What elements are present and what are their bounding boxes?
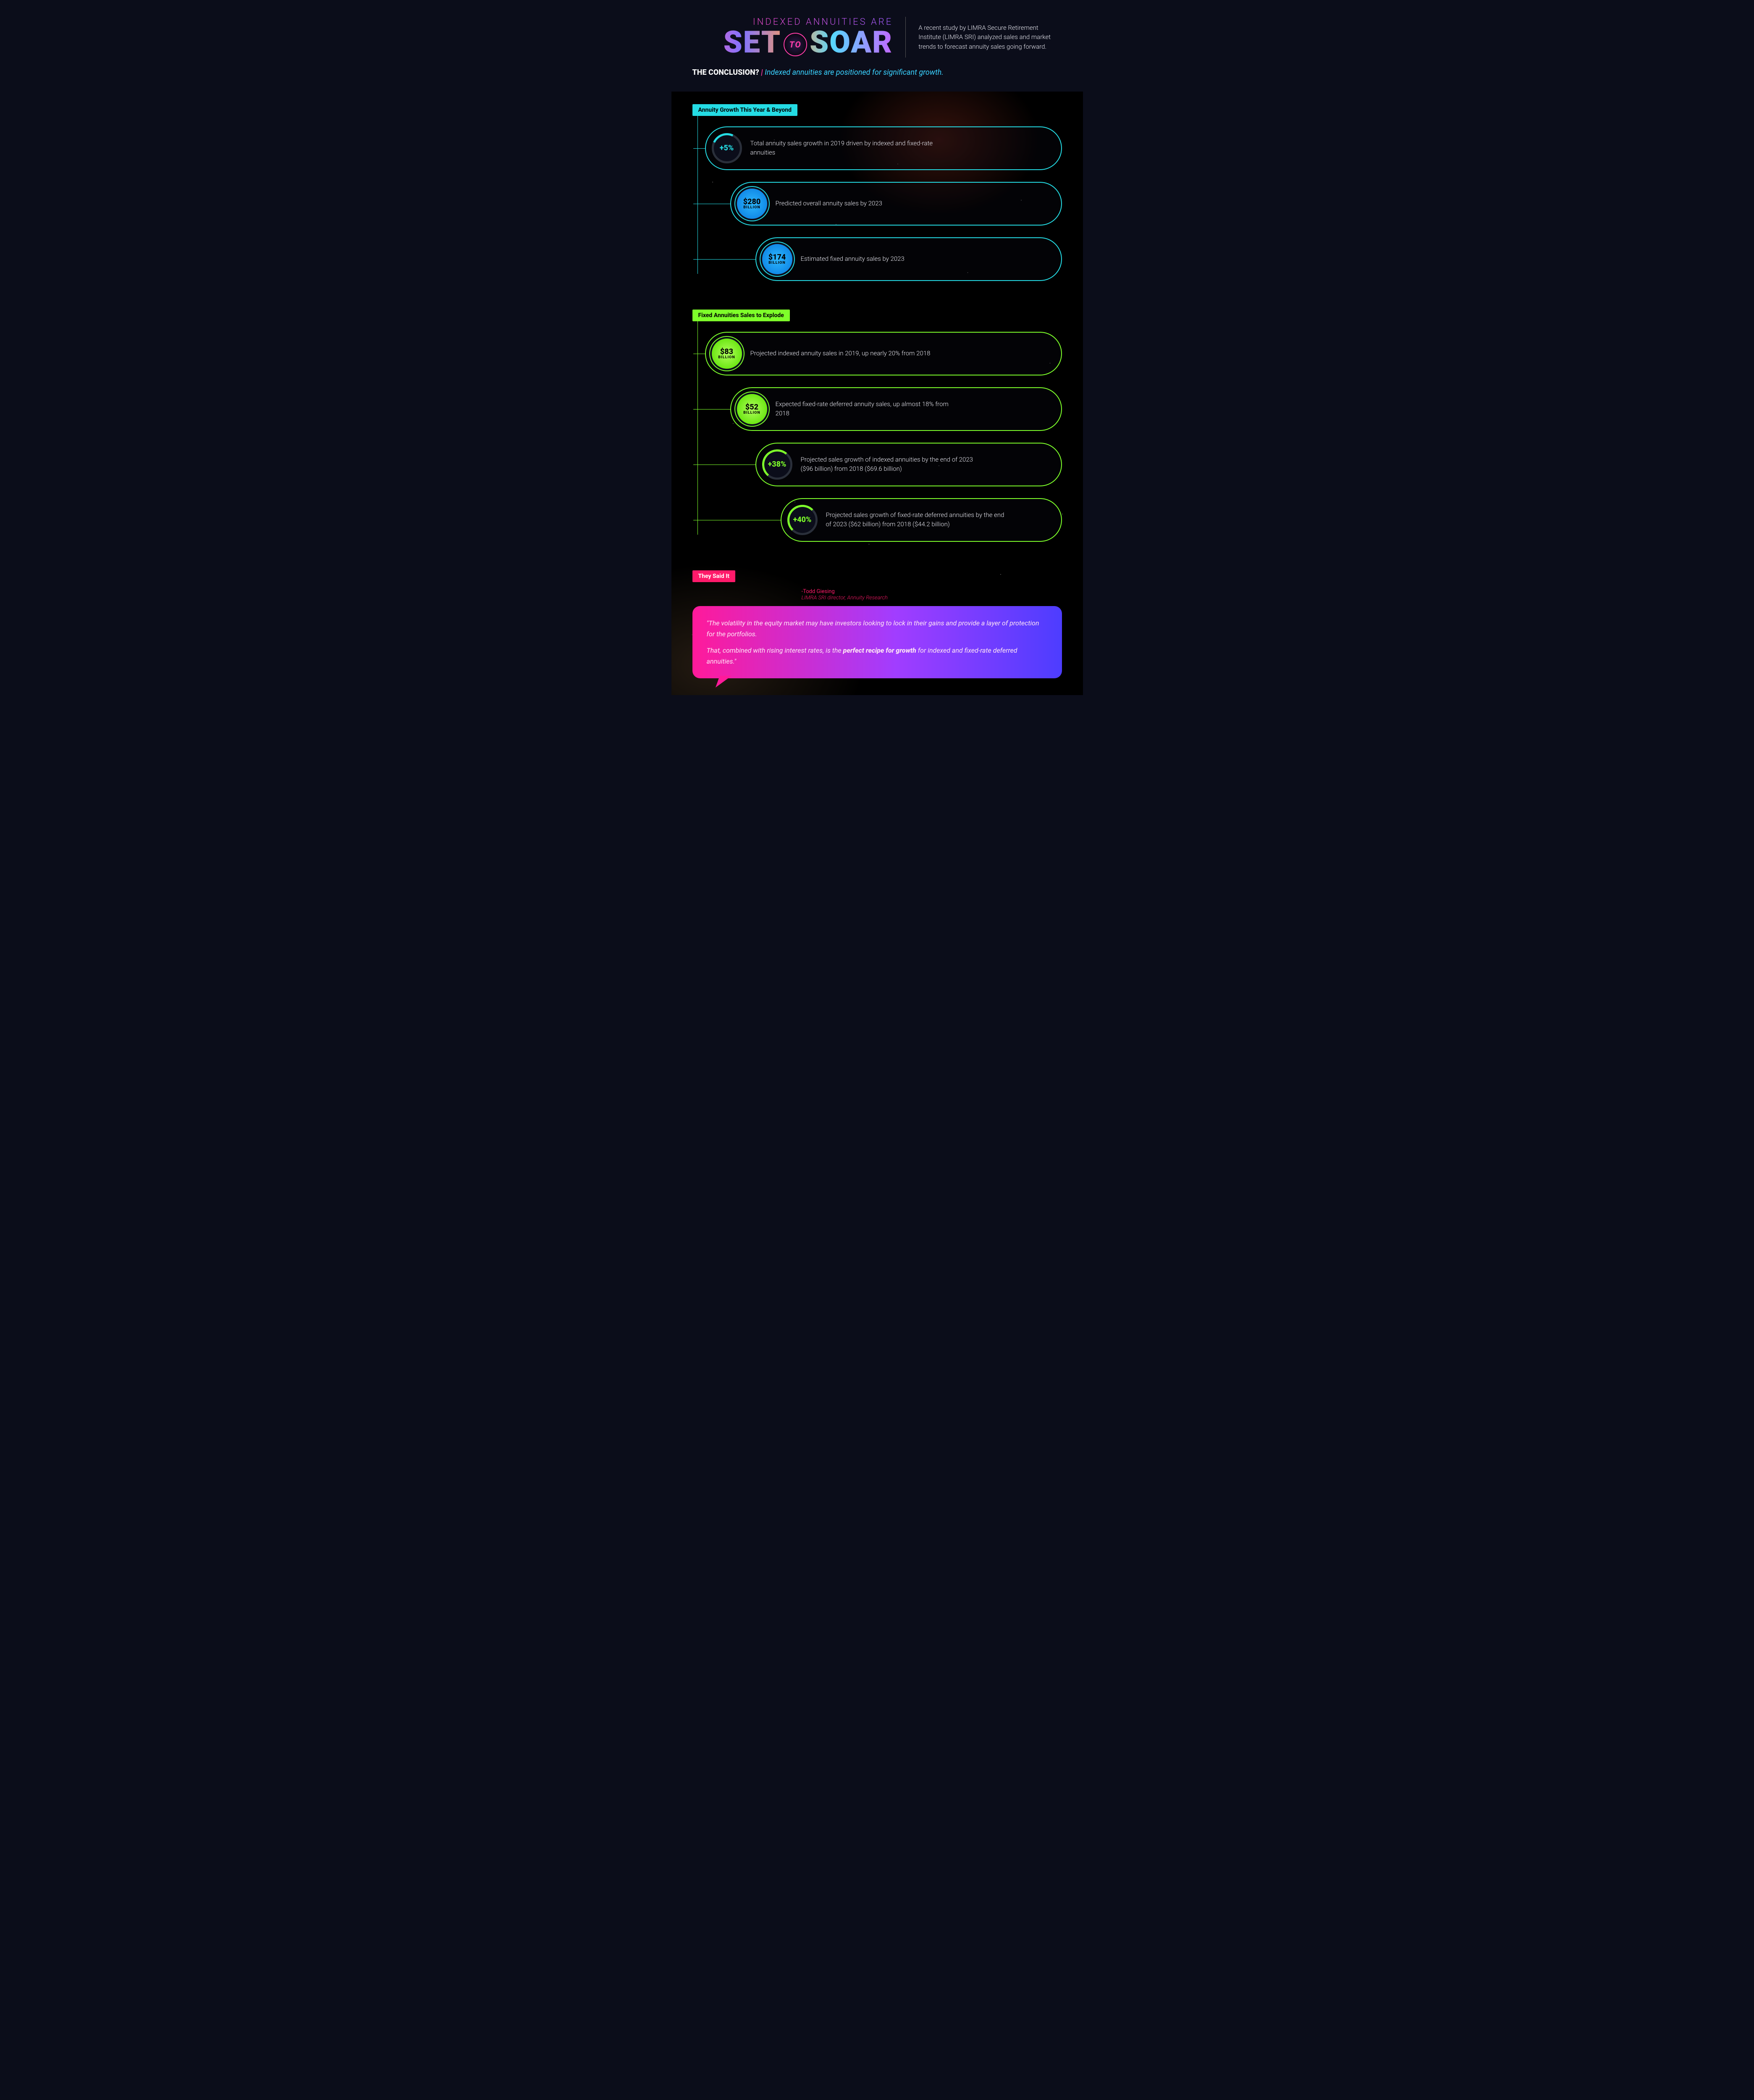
badge-value: +38% [768,461,787,468]
quote-para-2: That, combined with rising interest rate… [707,645,1048,667]
pill-tree-2: $83 BILLION Projected indexed annuity sa… [692,332,1062,558]
stat-badge-seal: $174 BILLION [762,244,792,274]
stat-pill: $280 BILLION Predicted overall annuity s… [730,182,1062,226]
section-tag-quote: They Said It [692,570,736,582]
badge-unit: BILLION [743,206,760,210]
stat-text: Predicted overall annuity sales by 2023 [776,199,882,208]
badge-unit: BILLION [768,261,785,265]
conclusion-text: Indexed annuities are positioned for sig… [765,68,944,77]
badge-value: $280 [743,198,761,206]
section-tag-fixed: Fixed Annuities Sales to Explode [692,310,790,321]
stat-badge-seal: $280 BILLION [737,189,767,219]
author-role: LIMRA SRI director, Annuity Research [802,595,1062,601]
badge-unit: BILLION [743,411,760,415]
conclusion-divider: | [761,68,763,77]
quote-author: -Todd Giesing LIMRA SRI director, Annuit… [802,588,1062,601]
stat-badge-seal: $52 BILLION [737,394,767,424]
badge-value: $83 [720,348,733,356]
stat-text: Total annuity sales growth in 2019 drive… [750,139,935,158]
conclusion-label: THE CONCLUSION? [692,68,759,77]
stat-pill: $52 BILLION Expected fixed-rate deferred… [730,387,1062,431]
pill-tree-1: +5% Total annuity sales growth in 2019 d… [692,126,1062,297]
stat-text: Expected fixed-rate deferred annuity sal… [776,400,960,418]
author-name: -Todd Giesing [802,588,835,595]
stat-badge-ring: +5% [712,133,742,163]
badge-value: $174 [768,254,786,261]
quote-bubble: "The volatility in the equity market may… [692,606,1062,678]
section-fixed-annuities: Fixed Annuities Sales to Explode $83 BIL… [692,310,1062,558]
intro-text: A recent study by LIMRA Secure Retiremen… [918,23,1062,52]
badge-value: $52 [745,404,758,411]
badge-unit: BILLION [718,356,735,360]
title-set: SET [724,24,781,60]
stat-badge-seal: $83 BILLION [712,339,742,369]
starfield-panel: Annuity Growth This Year & Beyond +5% To… [671,92,1083,695]
stat-badge-ring: +38% [762,449,792,480]
badge-value: +5% [720,144,734,152]
title-soar: SOAR [810,24,893,60]
stat-text: Projected sales growth of indexed annuit… [801,455,986,474]
header-row: INDEXED ANNUITIES ARE SETTOSOAR A recent… [692,17,1062,58]
stat-pill: $83 BILLION Projected indexed annuity sa… [705,332,1062,375]
stat-text: Projected indexed annuity sales in 2019,… [750,349,931,358]
title-to-badge: TO [784,33,807,56]
stat-pill: $174 BILLION Estimated fixed annuity sal… [755,237,1062,281]
vertical-divider [905,17,906,58]
stat-pill: +40% Projected sales growth of fixed-rat… [781,498,1062,542]
title-main: SETTOSOAR [692,27,893,58]
quote-p2-strong: perfect recipe for growth [843,646,916,654]
stat-badge-ring: +40% [787,505,818,535]
infographic-container: INDEXED ANNUITIES ARE SETTOSOAR A recent… [671,0,1083,712]
quote-p2-prefix: That, combined with rising interest rate… [707,646,843,654]
stat-text: Projected sales growth of fixed-rate def… [826,511,1011,529]
section-quote: They Said It -Todd Giesing LIMRA SRI dir… [692,570,1062,678]
title-block: INDEXED ANNUITIES ARE SETTOSOAR [692,17,893,58]
conclusion-line: THE CONCLUSION? | Indexed annuities are … [692,68,1062,77]
section-annuity-growth: Annuity Growth This Year & Beyond +5% To… [692,104,1062,297]
stat-text: Estimated fixed annuity sales by 2023 [801,255,905,264]
stat-pill: +38% Projected sales growth of indexed a… [755,443,1062,486]
quote-para-1: "The volatility in the equity market may… [707,618,1048,639]
stat-pill: +5% Total annuity sales growth in 2019 d… [705,126,1062,170]
section-tag-growth: Annuity Growth This Year & Beyond [692,104,797,116]
badge-value: +40% [793,516,812,524]
